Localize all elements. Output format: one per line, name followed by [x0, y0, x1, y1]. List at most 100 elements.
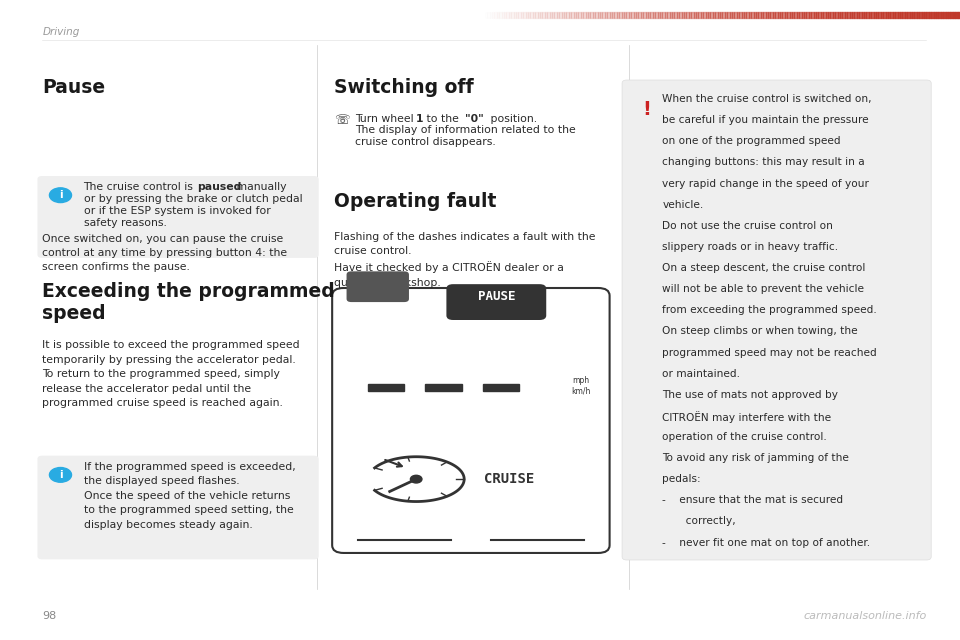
Bar: [804, 12, 806, 18]
Bar: [576, 12, 578, 18]
Bar: [566, 12, 568, 18]
Text: It is possible to exceed the programmed speed
temporarily by pressing the accele: It is possible to exceed the programmed …: [42, 340, 300, 408]
Bar: [520, 12, 523, 18]
Text: i: i: [59, 470, 62, 480]
Text: operation of the cruise control.: operation of the cruise control.: [662, 432, 828, 442]
Bar: [605, 12, 608, 18]
Text: safety reasons.: safety reasons.: [84, 218, 166, 228]
Bar: [494, 12, 497, 18]
Bar: [952, 12, 955, 18]
Bar: [597, 12, 600, 18]
Text: To avoid any risk of jamming of the: To avoid any risk of jamming of the: [662, 453, 850, 463]
FancyBboxPatch shape: [37, 456, 319, 559]
Bar: [737, 12, 739, 18]
Text: Operating fault: Operating fault: [334, 192, 496, 211]
Bar: [845, 12, 848, 18]
Bar: [837, 12, 840, 18]
Bar: [739, 12, 741, 18]
Bar: [501, 12, 504, 18]
Text: will not be able to prevent the vehicle: will not be able to prevent the vehicle: [662, 284, 864, 294]
Bar: [715, 12, 718, 18]
Bar: [557, 12, 559, 18]
Text: changing buttons: this may result in a: changing buttons: this may result in a: [662, 157, 865, 168]
Bar: [784, 12, 787, 18]
Circle shape: [50, 188, 72, 202]
Bar: [608, 12, 610, 18]
Bar: [664, 12, 667, 18]
Bar: [586, 12, 588, 18]
Bar: [528, 12, 530, 18]
Bar: [900, 12, 902, 18]
Bar: [799, 12, 802, 18]
Bar: [626, 12, 629, 18]
Bar: [802, 12, 804, 18]
Text: paused: paused: [197, 182, 241, 192]
Bar: [662, 12, 665, 18]
Bar: [691, 12, 693, 18]
Bar: [854, 12, 857, 18]
Bar: [929, 12, 931, 18]
Bar: [768, 12, 770, 18]
Text: Exceeding the programmed
speed: Exceeding the programmed speed: [42, 282, 335, 323]
Bar: [893, 12, 895, 18]
Bar: [660, 12, 662, 18]
Bar: [689, 12, 691, 18]
Bar: [734, 12, 737, 18]
Text: Turn wheel: Turn wheel: [355, 114, 418, 124]
Bar: [749, 12, 752, 18]
Bar: [499, 12, 501, 18]
Bar: [747, 12, 749, 18]
Bar: [624, 12, 626, 18]
Bar: [562, 12, 564, 18]
Bar: [760, 12, 763, 18]
Text: Do not use the cruise control on: Do not use the cruise control on: [662, 221, 833, 231]
Bar: [924, 12, 926, 18]
Bar: [574, 12, 576, 18]
Text: The display of information related to the: The display of information related to th…: [355, 125, 576, 136]
Bar: [744, 12, 747, 18]
Bar: [612, 12, 614, 18]
Text: Switching off: Switching off: [334, 78, 473, 97]
Bar: [492, 12, 494, 18]
Text: PAUSE: PAUSE: [477, 290, 516, 303]
Bar: [592, 12, 595, 18]
Bar: [672, 12, 675, 18]
Bar: [578, 12, 581, 18]
Text: On steep climbs or when towing, the: On steep climbs or when towing, the: [662, 326, 858, 337]
Bar: [619, 12, 622, 18]
Text: or maintained.: or maintained.: [662, 369, 740, 379]
Bar: [818, 12, 821, 18]
Bar: [368, 384, 404, 390]
Text: position.: position.: [487, 114, 537, 124]
Bar: [701, 12, 703, 18]
Bar: [933, 12, 936, 18]
FancyBboxPatch shape: [446, 284, 546, 320]
Text: Once switched on, you can pause the cruise
control at any time by pressing butto: Once switched on, you can pause the crui…: [42, 234, 287, 273]
Text: The cruise control is: The cruise control is: [84, 182, 197, 192]
Bar: [780, 12, 782, 18]
Bar: [706, 12, 708, 18]
Bar: [756, 12, 758, 18]
Text: or if the ESP system is invoked for: or if the ESP system is invoked for: [84, 205, 271, 216]
Bar: [686, 12, 689, 18]
Bar: [600, 12, 603, 18]
Bar: [482, 12, 485, 18]
Bar: [720, 12, 722, 18]
Bar: [758, 12, 761, 18]
Bar: [823, 12, 826, 18]
Bar: [655, 12, 658, 18]
Bar: [850, 12, 852, 18]
Bar: [682, 12, 684, 18]
Bar: [588, 12, 590, 18]
Text: manually: manually: [233, 182, 287, 192]
Text: pedals:: pedals:: [662, 474, 701, 484]
Bar: [861, 12, 864, 18]
Bar: [943, 12, 946, 18]
Bar: [907, 12, 910, 18]
Bar: [480, 12, 482, 18]
Bar: [878, 12, 881, 18]
Bar: [629, 12, 632, 18]
Bar: [641, 12, 643, 18]
Bar: [806, 12, 808, 18]
Bar: [848, 12, 850, 18]
